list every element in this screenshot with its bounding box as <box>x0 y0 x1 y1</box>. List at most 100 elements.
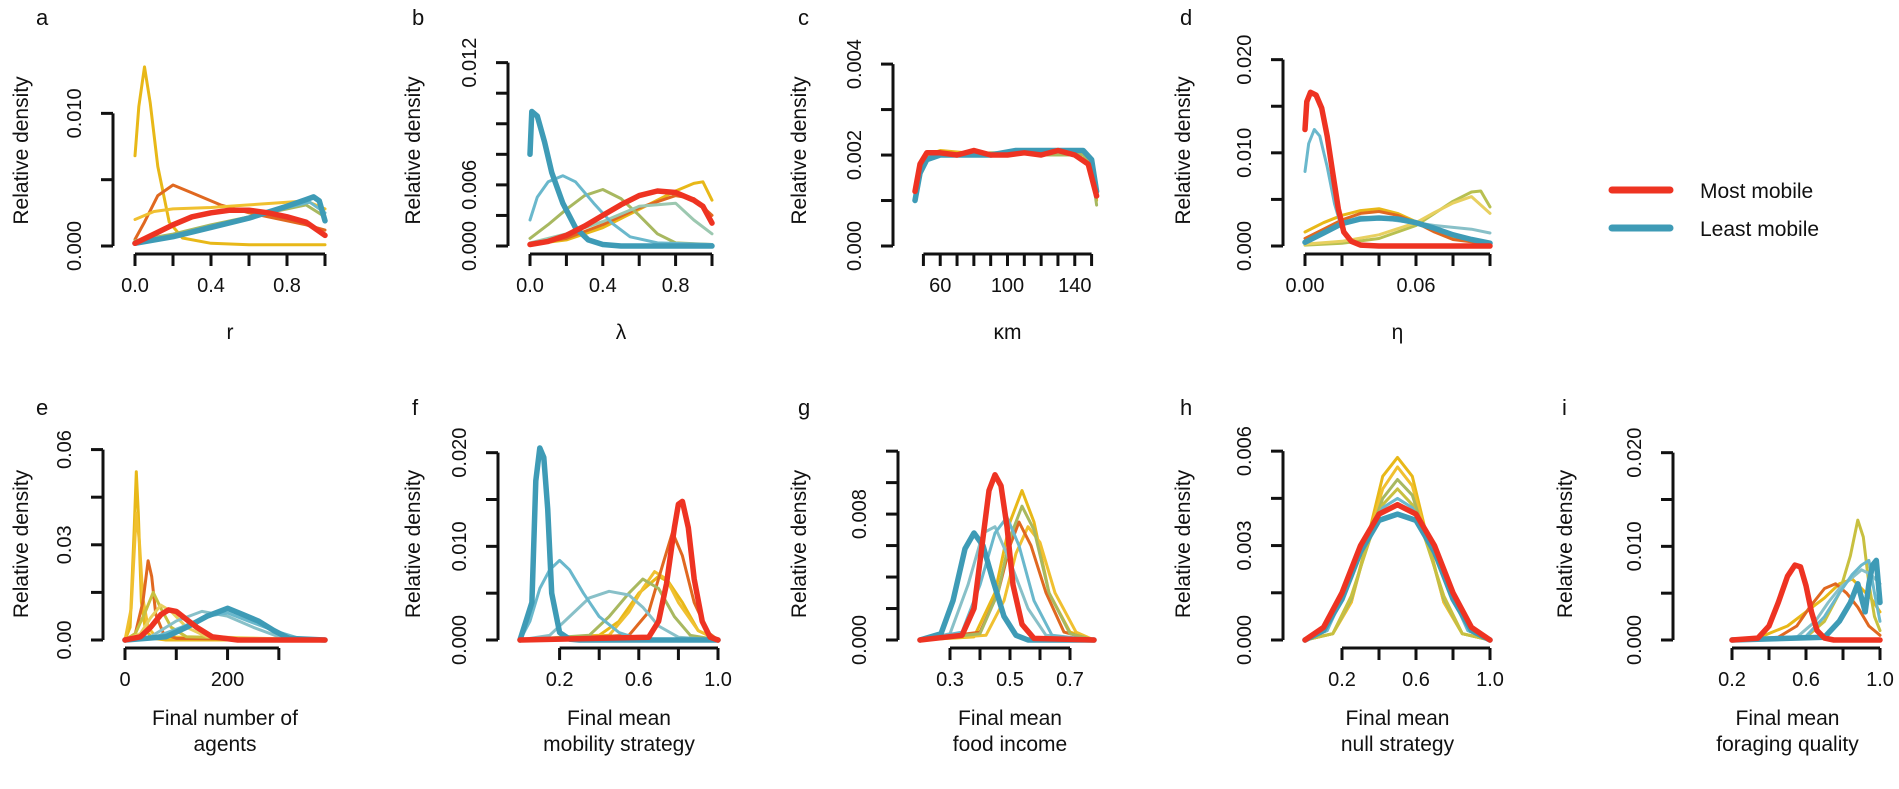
y-tick-label: 0.000 <box>1624 615 1646 665</box>
x-tick-label: 0.8 <box>662 275 690 297</box>
series-line <box>132 207 328 247</box>
panel-f: f Relative density 0.000 0.010 0.020 0.2 0.6 1.… <box>402 395 732 756</box>
x-axis-label: null strategy <box>1341 733 1455 756</box>
panel-letter: c <box>798 5 809 30</box>
x-tick-label: 0.7 <box>1056 669 1084 691</box>
legend-label-most-mobile: Most mobile <box>1700 180 1813 203</box>
y-tick-label: 0.000 <box>849 615 871 665</box>
panel-a: a Relative density 0.000 0.010 0.0 0.4 0.8 r <box>10 5 328 344</box>
x-tick-label: 0.6 <box>1402 669 1430 691</box>
series-line <box>518 577 720 642</box>
y-tick-label: 0.002 <box>844 130 866 180</box>
x-axis-label: η <box>1392 321 1404 344</box>
legend-label-least-mobile: Least mobile <box>1700 218 1819 241</box>
y-tick-label: 0.003 <box>1234 521 1256 571</box>
y-axis-label: Relative density <box>1554 469 1577 618</box>
y-axis-label: Relative density <box>402 469 425 618</box>
series-line <box>1303 210 1492 246</box>
x-tick-label: 0.0 <box>121 275 149 297</box>
panel-c: c Relative density 0.000 0.002 0.004 60 100 140… <box>788 5 1100 344</box>
y-tick-label: 0.000 <box>449 615 471 665</box>
x-axis-label: foraging quality <box>1716 733 1859 756</box>
y-axis-label: Relative density <box>10 469 33 618</box>
x-tick-label: 60 <box>929 275 951 297</box>
x-tick-label: 200 <box>211 669 244 691</box>
panel-g: g Relative density 0.000 0.008 0.3 0.5 0.7 Fina… <box>788 395 1097 756</box>
series-line <box>123 559 327 642</box>
x-tick-label: 140 <box>1058 275 1091 297</box>
x-tick-label: 0.2 <box>1718 669 1746 691</box>
series-line <box>122 607 328 643</box>
series-line <box>1303 487 1492 642</box>
panel-letter: i <box>1562 395 1567 420</box>
y-axis-label: Relative density <box>788 469 811 618</box>
legend: Most mobile Least mobile <box>1608 180 1819 241</box>
x-tick-label: 1.0 <box>704 669 732 691</box>
series-line <box>528 174 714 246</box>
x-axis-label: agents <box>193 733 256 756</box>
series-line <box>912 147 1100 204</box>
y-tick-label: 0.006 <box>459 160 481 210</box>
x-axis-label: λ <box>616 321 627 344</box>
y-tick-label: 0.00 <box>54 621 76 660</box>
y-tick-label: 0.012 <box>459 38 481 88</box>
panel-h: h Relative density 0.000 0.003 0.006 0.2 0.6 1.… <box>1172 395 1504 756</box>
series-line <box>1729 562 1883 643</box>
series-line <box>917 472 1097 643</box>
series-line <box>918 525 1096 642</box>
x-axis-label: Final mean <box>1346 707 1450 730</box>
x-tick-label: 0.4 <box>589 275 617 297</box>
y-axis-label: Relative density <box>788 76 811 225</box>
x-tick-label: 0.4 <box>197 275 225 297</box>
x-tick-label: 0.0 <box>516 275 544 297</box>
panel-letter: g <box>798 395 810 420</box>
series-line <box>1302 501 1493 643</box>
panel-letter: a <box>36 5 49 30</box>
series-line <box>133 65 327 247</box>
series-line <box>123 590 327 642</box>
y-tick-label: 0.000 <box>1234 221 1256 271</box>
series-line <box>1730 582 1882 642</box>
panel-letter: d <box>1180 5 1192 30</box>
series-line <box>913 149 1099 202</box>
series-line <box>1729 557 1883 643</box>
x-axis-label: mobility strategy <box>543 733 695 756</box>
y-tick-label: 0.000 <box>459 221 481 271</box>
y-tick-label: 0.006 <box>1234 426 1256 476</box>
series-line <box>518 558 720 642</box>
x-axis-label: Final mean <box>958 707 1062 730</box>
x-tick-label: 0.3 <box>936 669 964 691</box>
series-line <box>1730 568 1882 642</box>
series-line <box>527 108 715 249</box>
panel-letter: f <box>412 395 419 420</box>
y-axis-label: Relative density <box>10 76 33 225</box>
series-line <box>132 194 328 247</box>
panel-i: i Relative density 0.000 0.010 0.020 0.2 0.6 1.… <box>1554 395 1894 756</box>
y-tick-label: 0.010 <box>1234 128 1256 178</box>
y-tick-label: 0.010 <box>449 521 471 571</box>
series-line <box>517 498 721 643</box>
y-tick-label: 0.020 <box>1624 428 1646 478</box>
y-tick-label: 0.06 <box>54 430 76 469</box>
x-tick-label: 1.0 <box>1866 669 1894 691</box>
y-tick-label: 0.008 <box>849 489 871 539</box>
x-tick-label: 0.2 <box>1328 669 1356 691</box>
panel-letter: h <box>1180 395 1192 420</box>
panel-letter: e <box>36 395 48 420</box>
series-line <box>918 525 1096 642</box>
x-axis-label: Final mean <box>567 707 671 730</box>
series-line <box>913 151 1099 207</box>
panel-d: d Relative density 0.000 0.010 0.020 0.00 0.06… <box>1172 5 1493 344</box>
y-axis-label: Relative density <box>1172 76 1195 225</box>
series-line <box>518 570 720 642</box>
x-tick-label: 0 <box>119 669 130 691</box>
y-tick-label: 0.000 <box>1234 615 1256 665</box>
x-axis-label: Final mean <box>1736 707 1840 730</box>
x-tick-label: 0.6 <box>1792 669 1820 691</box>
series-line <box>912 147 1100 199</box>
panel-letter: b <box>412 5 424 30</box>
y-tick-label: 0.010 <box>64 88 86 138</box>
series-line <box>918 504 1096 642</box>
y-tick-label: 0.004 <box>844 39 866 89</box>
